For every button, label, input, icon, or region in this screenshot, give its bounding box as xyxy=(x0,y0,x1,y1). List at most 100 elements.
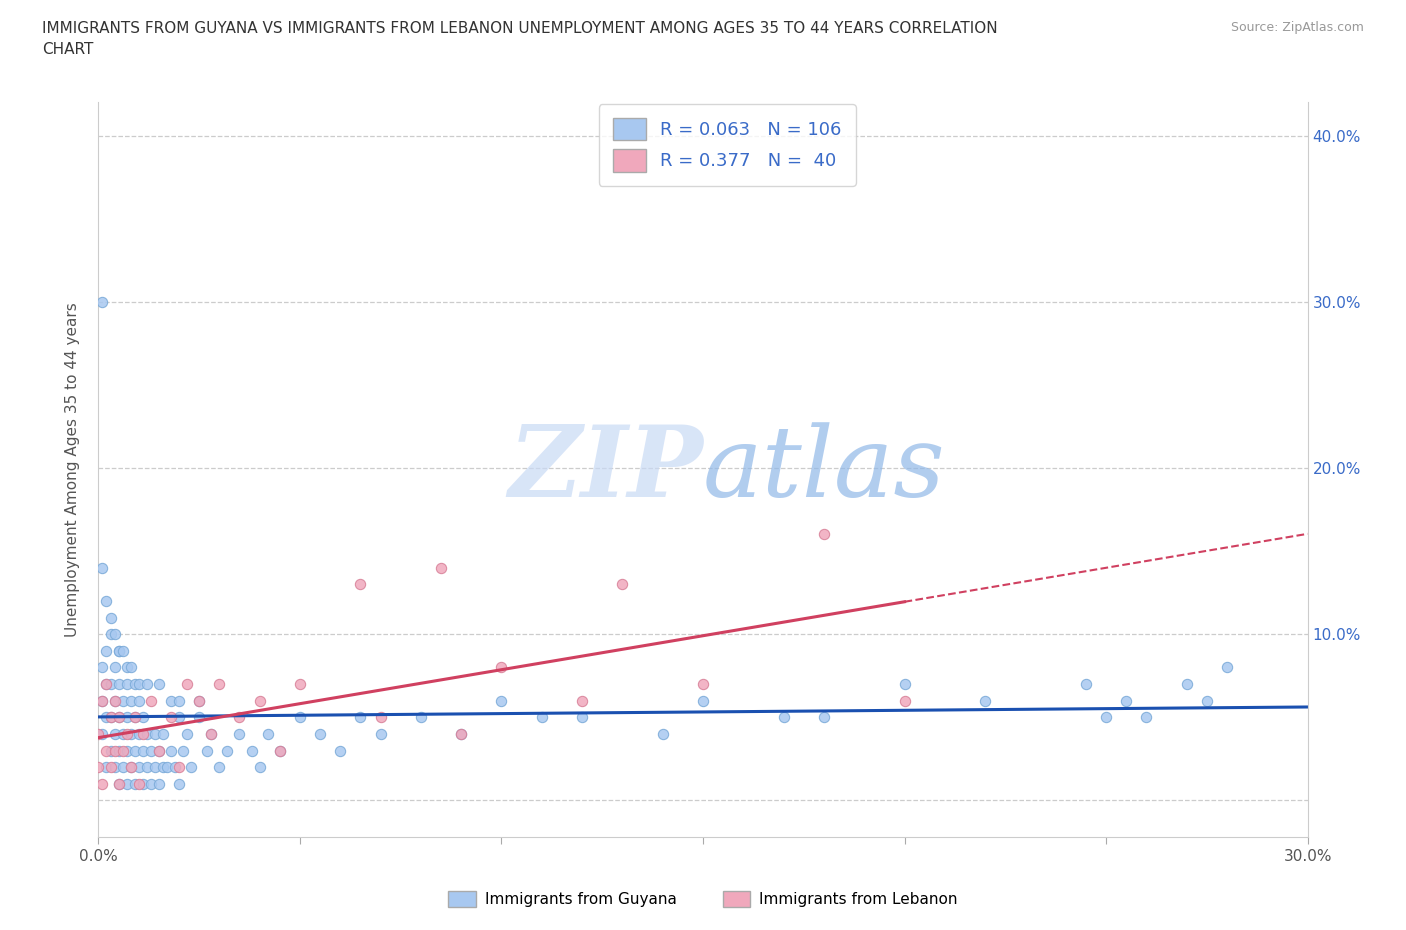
Text: Source: ZipAtlas.com: Source: ZipAtlas.com xyxy=(1230,21,1364,34)
Point xyxy=(208,677,231,692)
Point xyxy=(111,644,134,658)
Point xyxy=(120,760,142,775)
Point xyxy=(100,627,122,642)
Point xyxy=(370,710,392,724)
Point xyxy=(120,726,142,741)
Point xyxy=(692,677,714,692)
Point xyxy=(96,644,118,658)
Point xyxy=(167,693,190,708)
Point xyxy=(188,693,211,708)
Point xyxy=(100,743,122,758)
Point xyxy=(156,760,179,775)
Point xyxy=(115,677,138,692)
Point xyxy=(1115,693,1137,708)
Point xyxy=(124,777,146,791)
Point xyxy=(195,743,218,758)
Point xyxy=(256,726,278,741)
Point xyxy=(128,760,150,775)
Point xyxy=(160,693,183,708)
Point xyxy=(132,743,155,758)
Point xyxy=(143,760,166,775)
Point xyxy=(288,710,311,724)
Point xyxy=(651,726,673,741)
Point xyxy=(180,760,202,775)
Point xyxy=(96,677,118,692)
Point xyxy=(167,760,190,775)
Point xyxy=(96,760,118,775)
Text: CHART: CHART xyxy=(42,42,94,57)
Point xyxy=(571,693,593,708)
Point xyxy=(167,777,190,791)
Point xyxy=(208,760,231,775)
Point xyxy=(152,726,174,741)
Point xyxy=(1074,677,1097,692)
Point xyxy=(128,677,150,692)
Point xyxy=(430,560,453,575)
Point xyxy=(107,644,129,658)
Point xyxy=(1175,677,1198,692)
Point xyxy=(288,677,311,692)
Point xyxy=(172,743,194,758)
Point xyxy=(111,693,134,708)
Point xyxy=(309,726,332,741)
Point xyxy=(115,743,138,758)
Point xyxy=(135,677,157,692)
Point xyxy=(91,777,114,791)
Point xyxy=(974,693,997,708)
Point xyxy=(188,693,211,708)
Point xyxy=(107,644,129,658)
Point xyxy=(91,693,114,708)
Point xyxy=(450,726,472,741)
Point xyxy=(1095,710,1118,724)
Point xyxy=(813,710,835,724)
Point xyxy=(91,294,114,309)
Point xyxy=(124,743,146,758)
Point xyxy=(200,726,222,741)
Point xyxy=(571,710,593,724)
Point xyxy=(612,577,634,591)
Point xyxy=(176,677,198,692)
Point xyxy=(135,760,157,775)
Point xyxy=(103,760,125,775)
Point xyxy=(139,743,162,758)
Point xyxy=(111,760,134,775)
Point xyxy=(1135,710,1157,724)
Point xyxy=(409,710,432,724)
Point xyxy=(128,693,150,708)
Point xyxy=(772,710,794,724)
Point xyxy=(111,743,134,758)
Point xyxy=(100,610,122,625)
Point xyxy=(96,743,118,758)
Point xyxy=(1195,693,1218,708)
Point xyxy=(370,726,392,741)
Point xyxy=(176,726,198,741)
Point xyxy=(115,660,138,675)
Point xyxy=(167,710,190,724)
Point xyxy=(100,710,122,724)
Point xyxy=(217,743,239,758)
Point xyxy=(100,710,122,724)
Point xyxy=(124,710,146,724)
Point xyxy=(87,760,110,775)
Point xyxy=(329,743,352,758)
Point xyxy=(152,760,174,775)
Point xyxy=(96,593,118,608)
Point xyxy=(450,726,472,741)
Point xyxy=(163,760,186,775)
Point xyxy=(148,743,170,758)
Point xyxy=(91,660,114,675)
Point xyxy=(103,693,125,708)
Point xyxy=(128,726,150,741)
Point xyxy=(148,743,170,758)
Point xyxy=(115,710,138,724)
Point xyxy=(249,760,271,775)
Point xyxy=(349,577,371,591)
Point xyxy=(103,627,125,642)
Point xyxy=(96,677,118,692)
Point xyxy=(160,743,183,758)
Point xyxy=(103,726,125,741)
Point xyxy=(96,710,118,724)
Point xyxy=(120,760,142,775)
Point xyxy=(228,710,250,724)
Point xyxy=(228,726,250,741)
